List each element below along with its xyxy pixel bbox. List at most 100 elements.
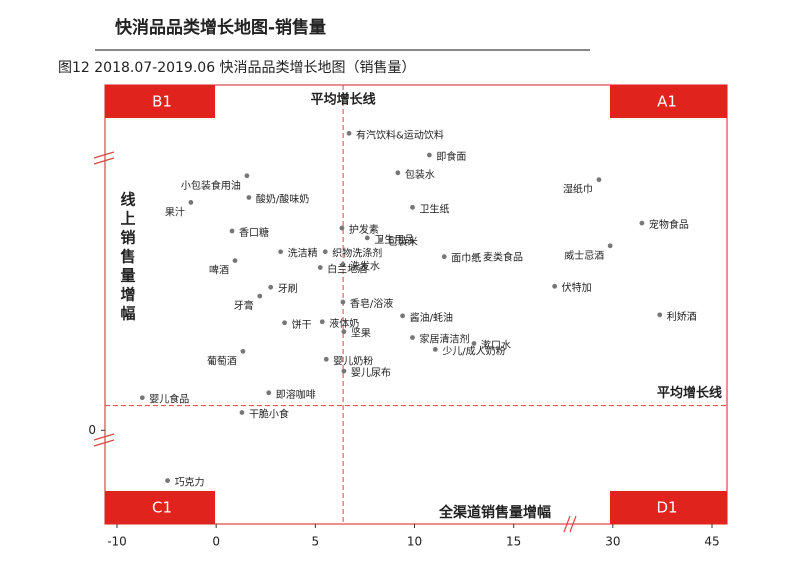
data-point xyxy=(473,253,479,259)
data-point xyxy=(229,228,235,234)
point-label: 利娇酒 xyxy=(667,311,697,323)
data-point xyxy=(410,335,415,340)
point-label: 果汁 xyxy=(165,205,185,218)
point-label: 洗洁精 xyxy=(288,247,318,260)
axis-breaks xyxy=(93,151,577,533)
data-point xyxy=(340,262,346,267)
point-label: 坚果 xyxy=(351,328,371,340)
point-label: 婴儿奶粉 xyxy=(333,354,373,367)
quadrant-tag xyxy=(610,85,727,118)
data-point xyxy=(395,170,401,176)
data-point xyxy=(317,265,323,270)
point-label: 香皂/浴液 xyxy=(350,297,393,310)
data-point xyxy=(240,348,246,354)
x-tick-label: 15 xyxy=(506,535,521,549)
point-label: 香口糖 xyxy=(239,226,269,239)
data-point xyxy=(657,312,663,318)
point-label: 液体奶 xyxy=(329,317,359,330)
point-label: 洗发水 xyxy=(350,260,380,273)
point-label: 牙膏 xyxy=(234,299,254,312)
chart-title: 快消品品类增长地图-销售量 xyxy=(115,17,326,38)
plot-frame xyxy=(104,84,728,525)
data-point xyxy=(441,254,447,260)
chart-subtitle: 图12 2018.07-2019.06 快消品品类增长地图（销售量） xyxy=(58,60,416,76)
y-tick-label: 0 xyxy=(88,423,96,437)
point-label: 干脆小食 xyxy=(249,408,289,421)
point-label: 威士忌酒 xyxy=(564,249,604,262)
point-label: 湿纸巾 xyxy=(563,183,593,196)
quadrant-label: B1 xyxy=(152,93,172,111)
x-tick-label: 5 xyxy=(312,535,320,549)
data-point xyxy=(552,283,558,289)
point-label: 即食面 xyxy=(436,150,466,163)
point-label: 婴儿尿布 xyxy=(351,367,391,379)
data-point xyxy=(239,410,245,415)
data-point xyxy=(341,329,347,335)
data-point xyxy=(139,395,145,401)
data-point xyxy=(257,293,263,299)
data-point xyxy=(596,177,602,183)
point-label: 酱油/蚝油 xyxy=(410,311,453,324)
point-label: 卫生纸 xyxy=(420,202,450,215)
point-label: 包装水 xyxy=(405,168,435,181)
quadrant-tag xyxy=(610,491,727,524)
point-label: 小包装食用油 xyxy=(181,179,241,192)
data-point xyxy=(246,195,252,200)
point-label: 护发素 xyxy=(349,223,379,236)
data-point xyxy=(607,243,613,249)
point-label: 包装米 xyxy=(388,235,418,248)
data-point xyxy=(339,225,345,231)
y-axis-label: 线上销售量增幅 xyxy=(119,191,137,325)
point-label: 少儿/成人奶粉 xyxy=(442,344,505,357)
data-point xyxy=(378,237,384,243)
point-label: 巧克力 xyxy=(175,476,205,489)
data-point xyxy=(244,173,250,179)
point-label: 葡萄酒 xyxy=(207,354,237,367)
point-label: 即溶咖啡 xyxy=(276,388,316,401)
point-label: 有汽饮料&运动饮料 xyxy=(356,128,444,141)
data-point xyxy=(165,478,170,483)
quadrant-tag xyxy=(105,491,215,524)
point-label: 啤酒 xyxy=(209,265,229,277)
data-point xyxy=(232,258,238,263)
point-label: 伏特加 xyxy=(562,281,592,294)
data-point xyxy=(400,313,405,319)
point-label: 麦类食品 xyxy=(483,251,523,264)
data-point xyxy=(639,220,645,226)
reference-label: 平均增长线 xyxy=(311,92,376,108)
point-label: 婴儿食品 xyxy=(149,393,189,406)
data-point xyxy=(432,346,438,352)
data-point xyxy=(346,130,352,136)
data-point xyxy=(323,356,329,362)
data-point xyxy=(341,368,347,374)
point-label: 漱口水 xyxy=(481,339,511,351)
point-label: 织物洗涤剂 xyxy=(332,247,382,260)
point-label: 卫生用品 xyxy=(374,233,414,246)
reference-label: 平均增长线 xyxy=(657,385,722,401)
point-label: 牙刷 xyxy=(278,283,298,295)
point-label: 饼干 xyxy=(292,318,312,331)
x-tick-label: 0 xyxy=(212,535,220,549)
x-tick-label: -10 xyxy=(107,535,127,549)
x-tick-label: 30 xyxy=(605,535,620,549)
data-point xyxy=(340,299,346,305)
point-label: 酸奶/酸味奶 xyxy=(256,192,309,205)
x-tick-label: 45 xyxy=(704,535,719,549)
data-point xyxy=(268,284,274,290)
data-point xyxy=(188,199,194,205)
quadrant-label: A1 xyxy=(657,93,677,111)
point-label: 宠物食品 xyxy=(649,218,689,231)
quadrant-tag xyxy=(105,85,215,118)
quadrant-label: C1 xyxy=(152,499,172,517)
data-point xyxy=(426,152,432,158)
data-point xyxy=(282,320,287,326)
data-point xyxy=(471,341,477,346)
data-point xyxy=(278,249,284,255)
data-point xyxy=(410,204,415,210)
quadrant-label: D1 xyxy=(656,499,677,517)
data-point xyxy=(364,235,370,241)
data-point xyxy=(319,319,325,325)
data-point xyxy=(266,390,272,396)
point-label: 家居清洁剂 xyxy=(420,333,470,346)
